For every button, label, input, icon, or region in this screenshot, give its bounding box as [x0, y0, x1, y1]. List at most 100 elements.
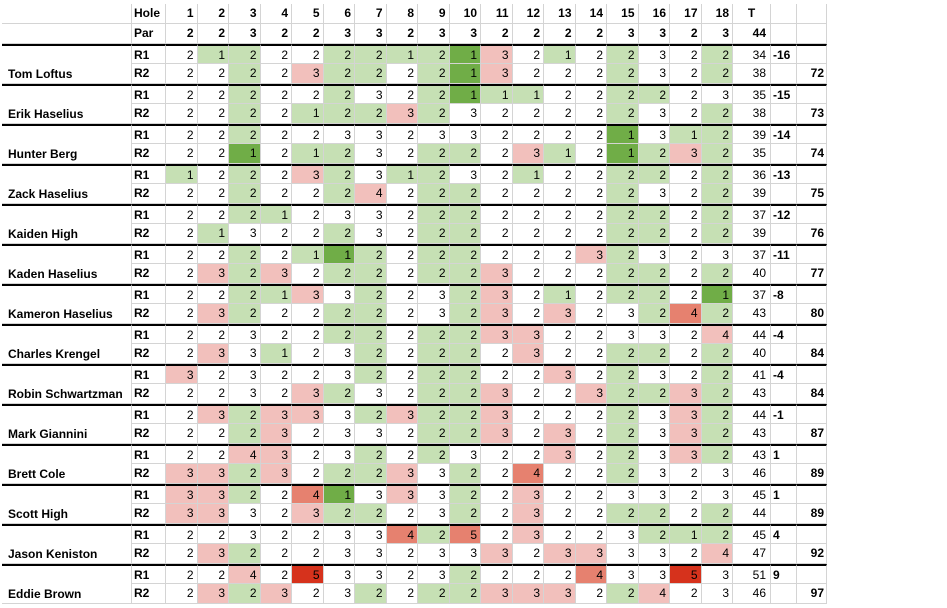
- score-r2: 2: [418, 424, 450, 444]
- hole-par: 3: [355, 24, 387, 44]
- round2-total: 39: [733, 184, 771, 204]
- score-r2: 3: [638, 544, 670, 564]
- score-r2: 2: [449, 344, 481, 364]
- score-r1: 2: [701, 404, 733, 424]
- score-r1: 3: [323, 284, 355, 304]
- score-r2: 2: [481, 224, 513, 244]
- to-par-blank: [771, 504, 797, 524]
- score-r1: 2: [355, 324, 387, 344]
- round-label-r2: R2: [132, 504, 166, 524]
- score-r1: 2: [670, 364, 702, 384]
- to-par-blank: [771, 104, 797, 124]
- score-r2: 3: [638, 104, 670, 124]
- score-r1: 3: [638, 44, 670, 64]
- score-r1: 3: [386, 404, 418, 424]
- score-r1: 2: [386, 364, 418, 384]
- hole-number: 2: [197, 4, 229, 24]
- score-r2: 2: [607, 504, 639, 524]
- score-r2: 2: [607, 384, 639, 404]
- score-r2: 3: [481, 384, 513, 404]
- score-r1: 2: [544, 324, 576, 344]
- score-r2: 2: [449, 384, 481, 404]
- round-label-r1: R1: [132, 484, 166, 504]
- score-r2: 3: [701, 584, 733, 604]
- score-r1: 2: [638, 524, 670, 544]
- score-r2: 4: [355, 184, 387, 204]
- score-r1: 2: [197, 364, 229, 384]
- score-r1: 3: [512, 524, 544, 544]
- score-r1: 3: [355, 484, 387, 504]
- score-r1: 2: [197, 124, 229, 144]
- score-r2: 2: [481, 504, 513, 524]
- to-par-blank: [771, 424, 797, 444]
- round-label-r1: R1: [132, 44, 166, 64]
- score-r2: 3: [512, 344, 544, 364]
- score-r2: 2: [229, 584, 261, 604]
- score-r1: 1: [544, 44, 576, 64]
- score-r1: 3: [638, 324, 670, 344]
- score-r1: 2: [355, 444, 387, 464]
- score-r2: 3: [638, 464, 670, 484]
- score-r2: 2: [323, 264, 355, 284]
- to-par-blank: [771, 144, 797, 164]
- score-r2: 2: [512, 224, 544, 244]
- score-r1: 3: [701, 564, 733, 584]
- hole-number: 12: [512, 4, 544, 24]
- hole-par: 3: [323, 24, 355, 44]
- score-r1: 2: [166, 124, 198, 144]
- score-r1: 2: [229, 124, 261, 144]
- score-r1: 1: [512, 84, 544, 104]
- sum-blank: [797, 44, 827, 64]
- player-name: Charles Krengel: [2, 324, 132, 364]
- score-r1: 4: [701, 324, 733, 344]
- score-r2: 2: [670, 544, 702, 564]
- round1-total: 39: [733, 124, 771, 144]
- score-r1: 2: [386, 244, 418, 264]
- hole-number: 9: [418, 4, 450, 24]
- score-r2: 2: [323, 64, 355, 84]
- hole-par: 2: [670, 24, 702, 44]
- player-name: Kaiden High: [2, 204, 132, 244]
- to-par: -8: [771, 284, 797, 304]
- score-r2: 2: [386, 504, 418, 524]
- score-r1: 2: [292, 84, 324, 104]
- to-par: -11: [771, 244, 797, 264]
- score-r1: 2: [670, 84, 702, 104]
- sum-blank: [797, 404, 827, 424]
- score-r2: 2: [260, 384, 292, 404]
- round-label-r2: R2: [132, 64, 166, 84]
- score-r2: 3: [229, 384, 261, 404]
- score-r2: 2: [292, 584, 324, 604]
- combined-total: 73: [797, 104, 827, 124]
- score-r1: 3: [197, 404, 229, 424]
- score-r1: 1: [481, 84, 513, 104]
- round1-total: 36: [733, 164, 771, 184]
- score-r2: 2: [386, 64, 418, 84]
- score-r1: 2: [260, 124, 292, 144]
- score-r2: 2: [323, 144, 355, 164]
- score-r1: 2: [323, 164, 355, 184]
- combined-total: 92: [797, 544, 827, 564]
- score-r1: 1: [512, 164, 544, 184]
- score-r1: 3: [166, 484, 198, 504]
- score-r2: 2: [386, 304, 418, 324]
- header-blank-sum: [797, 4, 827, 24]
- par-total: 44: [733, 24, 771, 44]
- score-r2: 2: [386, 384, 418, 404]
- score-r1: 3: [292, 404, 324, 424]
- score-r1: 3: [229, 324, 261, 344]
- score-r2: 2: [607, 464, 639, 484]
- score-r1: 2: [481, 484, 513, 504]
- score-r2: 2: [292, 464, 324, 484]
- round1-total: 45: [733, 484, 771, 504]
- score-r2: 2: [449, 304, 481, 324]
- score-r2: 4: [512, 464, 544, 484]
- score-r2: 2: [544, 464, 576, 484]
- score-r2: 1: [229, 144, 261, 164]
- score-r1: 2: [229, 284, 261, 304]
- score-r2: 2: [260, 144, 292, 164]
- score-r1: 1: [323, 484, 355, 504]
- score-r1: 2: [166, 404, 198, 424]
- score-r2: 2: [260, 224, 292, 244]
- hole-number: 7: [355, 4, 387, 24]
